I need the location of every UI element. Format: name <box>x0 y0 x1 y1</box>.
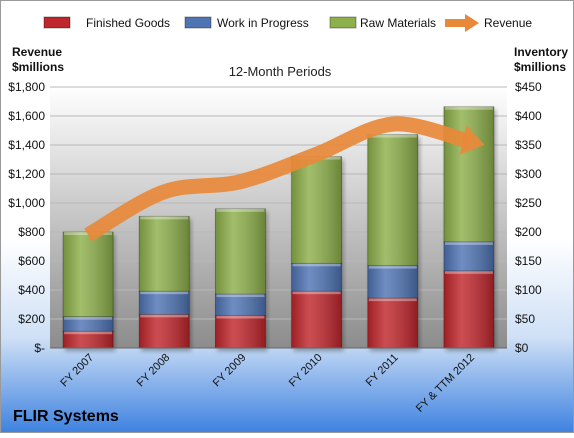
bar-top-highlight <box>368 134 417 138</box>
bar-shading <box>139 291 190 315</box>
left-tick-label: $1,000 <box>8 196 45 210</box>
left-axis-ticks: $- $200 $400 $600 $800 $1,000 $1,200 $1,400 $1,6… <box>8 80 45 355</box>
left-axis-title-line2: $millions <box>12 60 64 74</box>
bar-shading <box>215 294 266 316</box>
bar-shading <box>291 156 342 264</box>
left-tick-label: $1,600 <box>8 109 45 123</box>
right-tick-label: $250 <box>515 196 542 210</box>
left-tick-label: $1,800 <box>8 80 45 94</box>
left-tick-label: $400 <box>18 283 45 297</box>
left-tick-label: $1,400 <box>8 138 45 152</box>
bar-top-highlight <box>292 263 341 267</box>
bar-stack-fy-2008 <box>138 215 190 349</box>
bar-top-highlight <box>64 331 113 335</box>
right-tick-label: $200 <box>515 225 542 239</box>
bar-top-highlight <box>216 294 265 298</box>
bar-stack-fy-2007 <box>62 231 114 349</box>
bar-stack-fy-2009 <box>215 208 266 349</box>
left-tick-label: $200 <box>18 312 45 326</box>
bar-shading <box>443 270 494 348</box>
bar-shading <box>63 232 114 317</box>
bar-stack-fy-2011 <box>367 134 419 349</box>
bar-shading <box>63 316 114 332</box>
bar-shading <box>291 291 342 348</box>
right-axis-title-line1: Inventory <box>514 45 568 59</box>
legend-label: Finished Goods <box>86 16 170 30</box>
bar-top-highlight <box>292 291 341 295</box>
right-tick-label: $400 <box>515 109 542 123</box>
bars-layer <box>62 106 495 349</box>
bar-shading <box>63 331 114 348</box>
legend-item-work-in-progress: Work in Progress <box>184 16 309 30</box>
legend-arrow-swatch <box>465 14 479 32</box>
bar-top-highlight <box>140 291 189 295</box>
bar-top-highlight <box>216 315 265 319</box>
right-tick-label: $150 <box>515 254 542 268</box>
legend-swatch <box>43 16 71 29</box>
bar-shading <box>367 134 418 266</box>
bar-top-highlight <box>444 241 493 245</box>
revenue-arrowhead <box>459 125 485 155</box>
bar-shading <box>367 265 418 299</box>
bar-top-highlight <box>64 316 113 320</box>
bar-top-highlight <box>368 265 417 269</box>
left-axis-title-line1: Revenue <box>12 45 62 59</box>
legend-swatch <box>329 16 357 29</box>
legend: Finished Goods Work in Progress Raw Materi… <box>43 14 532 32</box>
left-tick-label: $800 <box>18 225 45 239</box>
bar-shading <box>443 106 494 242</box>
bar-shading <box>215 208 266 295</box>
bar-shading <box>291 263 342 292</box>
legend-label: Work in Progress <box>217 16 309 30</box>
right-tick-label: $50 <box>515 312 535 326</box>
bar-top-highlight <box>444 106 493 110</box>
chart-subtitle: 12-Month Periods <box>229 64 332 79</box>
bar-top-highlight <box>444 270 493 274</box>
right-tick-label: $450 <box>515 80 542 94</box>
bar-shading <box>215 315 266 348</box>
legend-swatch <box>184 16 212 29</box>
bar-top-highlight <box>140 216 189 220</box>
revenue-line-layer <box>84 116 485 242</box>
bar-top-highlight <box>368 298 417 302</box>
right-axis-title-line2: $millions <box>514 60 566 74</box>
bar-stack-fy-ttm-2012 <box>443 106 495 349</box>
left-tick-label: $600 <box>18 254 45 268</box>
bar-top-highlight <box>140 314 189 318</box>
legend-item-finished-goods: Finished Goods <box>43 16 170 30</box>
bar-stack-fy-2010 <box>291 156 342 349</box>
bar-shading <box>139 314 190 348</box>
left-tick-label: $- <box>34 341 45 355</box>
bar-shading <box>367 298 418 348</box>
company-name: FLIR Systems <box>13 408 119 425</box>
legend-label: Revenue <box>484 16 532 30</box>
right-tick-label: $0 <box>515 341 529 355</box>
right-tick-label: $350 <box>515 138 542 152</box>
right-tick-label: $300 <box>515 167 542 181</box>
revenue-line <box>84 116 471 242</box>
bar-shading <box>443 241 494 271</box>
right-axis-ticks: $0 $50 $100 $150 $200 $250 $300 $350 $400 $450 <box>515 80 542 355</box>
legend-item-raw-materials: Raw Materials <box>329 16 436 30</box>
bar-shading <box>139 216 190 292</box>
right-tick-label: $100 <box>515 283 542 297</box>
legend-item-revenue: Revenue <box>445 14 532 32</box>
legend-label: Raw Materials <box>360 16 436 30</box>
bar-top-highlight <box>216 208 265 212</box>
left-tick-label: $1,200 <box>8 167 45 181</box>
